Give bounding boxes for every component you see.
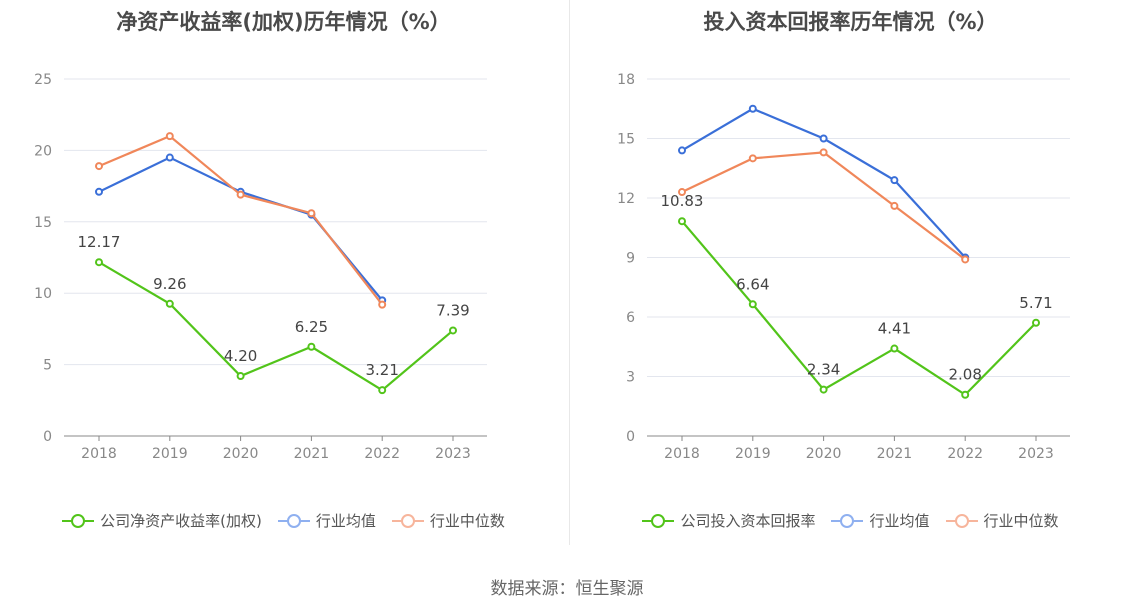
legend-item[interactable]: 行业均值 xyxy=(831,510,930,531)
data-point xyxy=(890,201,899,210)
panel-divider xyxy=(569,0,570,545)
data-point xyxy=(95,162,103,171)
data-point xyxy=(236,190,245,199)
data-point xyxy=(961,255,970,264)
legend-label: 行业均值 xyxy=(869,512,930,530)
data-point xyxy=(236,372,245,381)
data-point xyxy=(95,187,103,196)
x-tick-label: 2019 xyxy=(735,446,771,462)
y-tick-label: 0 xyxy=(626,429,635,445)
y-tick-label: 12 xyxy=(617,191,635,207)
y-tick-label: 10 xyxy=(34,286,52,302)
chart-title: 净资产收益率(加权)历年情况（%） xyxy=(116,10,451,34)
data-label: 4.20 xyxy=(224,347,257,365)
data-point xyxy=(678,188,686,197)
legend-label: 公司净资产收益率(加权) xyxy=(100,512,262,530)
data-point xyxy=(307,342,316,351)
data-label: 6.25 xyxy=(295,318,328,336)
data-point xyxy=(307,209,316,218)
data-point xyxy=(165,299,174,308)
y-tick-label: 15 xyxy=(34,215,52,231)
legend-marker-icon xyxy=(831,513,864,528)
data-source-note: 数据来源：恒生聚源 xyxy=(490,579,644,599)
x-tick-label: 2020 xyxy=(806,446,842,462)
data-point xyxy=(678,217,686,226)
data-label: 3.21 xyxy=(365,361,398,379)
y-tick-label: 5 xyxy=(43,358,52,374)
roic-line-chart: 0 3 6 9 12 15 18 2018 2019 2020 2021 2022 2023 10.83 6… xyxy=(617,72,1070,462)
x-tick-label: 2023 xyxy=(1018,446,1054,462)
data-label: 2.08 xyxy=(948,366,981,384)
x-tick-label: 2020 xyxy=(223,446,259,462)
y-tick-label: 9 xyxy=(626,251,635,267)
y-tick-label: 15 xyxy=(617,132,635,148)
series-line xyxy=(681,220,1037,397)
data-point xyxy=(819,134,828,143)
legend-label: 公司投入资本回报率 xyxy=(680,512,816,530)
y-tick-label: 18 xyxy=(617,72,635,88)
y-tick-label: 0 xyxy=(43,429,52,445)
roe-chart-panel: 净资产收益率(加权)历年情况（%） 0 5 10 15 20 25 2018 2019 2020… xyxy=(0,0,567,560)
legend-label: 行业中位数 xyxy=(983,512,1059,530)
data-label: 4.41 xyxy=(878,320,911,338)
data-point xyxy=(1032,318,1040,327)
data-label: 2.34 xyxy=(807,361,840,379)
data-label: 10.83 xyxy=(661,192,704,210)
legend-label: 行业中位数 xyxy=(429,512,505,530)
legend-marker-icon xyxy=(391,513,424,528)
data-point xyxy=(890,176,899,185)
series-line xyxy=(681,107,967,259)
x-tick-label: 2022 xyxy=(364,446,400,462)
x-tick-label: 2022 xyxy=(947,446,983,462)
series-line xyxy=(98,156,384,302)
y-tick-label: 6 xyxy=(626,310,635,326)
data-point xyxy=(449,326,457,335)
data-point xyxy=(819,385,828,394)
data-point xyxy=(748,300,757,309)
data-point xyxy=(678,146,686,155)
x-tick-label: 2019 xyxy=(152,446,188,462)
roe-line-chart: 0 5 10 15 20 25 2018 2019 2020 2021 2022 2023 12.17 9… xyxy=(34,72,487,462)
roic-chart-panel: 投入资本回报率历年情况（%） 0 3 6 9 12 15 18 2018 2019 2020 202… xyxy=(567,0,1134,560)
data-point xyxy=(165,153,174,162)
legend-item[interactable]: 行业均值 xyxy=(277,510,376,531)
legend-item[interactable]: 行业中位数 xyxy=(391,510,505,531)
legend-label: 行业均值 xyxy=(315,512,376,530)
data-point xyxy=(819,148,828,157)
legend-marker-icon xyxy=(62,513,95,528)
data-point xyxy=(378,300,387,309)
x-tick-label: 2023 xyxy=(435,446,471,462)
x-tick-label: 2021 xyxy=(877,446,913,462)
data-point xyxy=(748,104,757,113)
legend-marker-icon xyxy=(945,513,978,528)
legend-item[interactable]: 公司净资产收益率(加权) xyxy=(62,510,262,531)
data-point xyxy=(378,386,387,395)
y-tick-label: 25 xyxy=(34,72,52,88)
series-line xyxy=(98,134,384,306)
data-point xyxy=(961,390,970,399)
y-tick-label: 20 xyxy=(34,143,52,159)
legend-marker-icon xyxy=(277,513,310,528)
data-point xyxy=(165,132,174,141)
y-tick-label: 3 xyxy=(626,370,635,386)
data-point xyxy=(95,258,103,267)
legend-marker-icon xyxy=(642,513,675,528)
series-line xyxy=(681,151,966,261)
data-label: 7.39 xyxy=(436,301,469,319)
chart-legend: 公司净资产收益率(加权) 行业均值 行业中位数 xyxy=(0,510,567,531)
x-tick-label: 2018 xyxy=(664,446,700,462)
data-label: 12.17 xyxy=(78,233,121,251)
x-tick-label: 2021 xyxy=(294,446,330,462)
data-point xyxy=(890,344,899,353)
legend-item[interactable]: 公司投入资本回报率 xyxy=(642,510,815,531)
data-label: 9.26 xyxy=(153,275,186,293)
data-point xyxy=(748,154,757,163)
chart-title: 投入资本回报率历年情况（%） xyxy=(703,10,998,34)
data-label: 6.64 xyxy=(736,275,769,293)
data-label: 5.71 xyxy=(1019,294,1052,312)
series-line xyxy=(98,261,454,392)
legend-item[interactable]: 行业中位数 xyxy=(945,510,1059,531)
x-tick-label: 2018 xyxy=(81,446,117,462)
chart-legend: 公司投入资本回报率 行业均值 行业中位数 xyxy=(567,510,1134,531)
